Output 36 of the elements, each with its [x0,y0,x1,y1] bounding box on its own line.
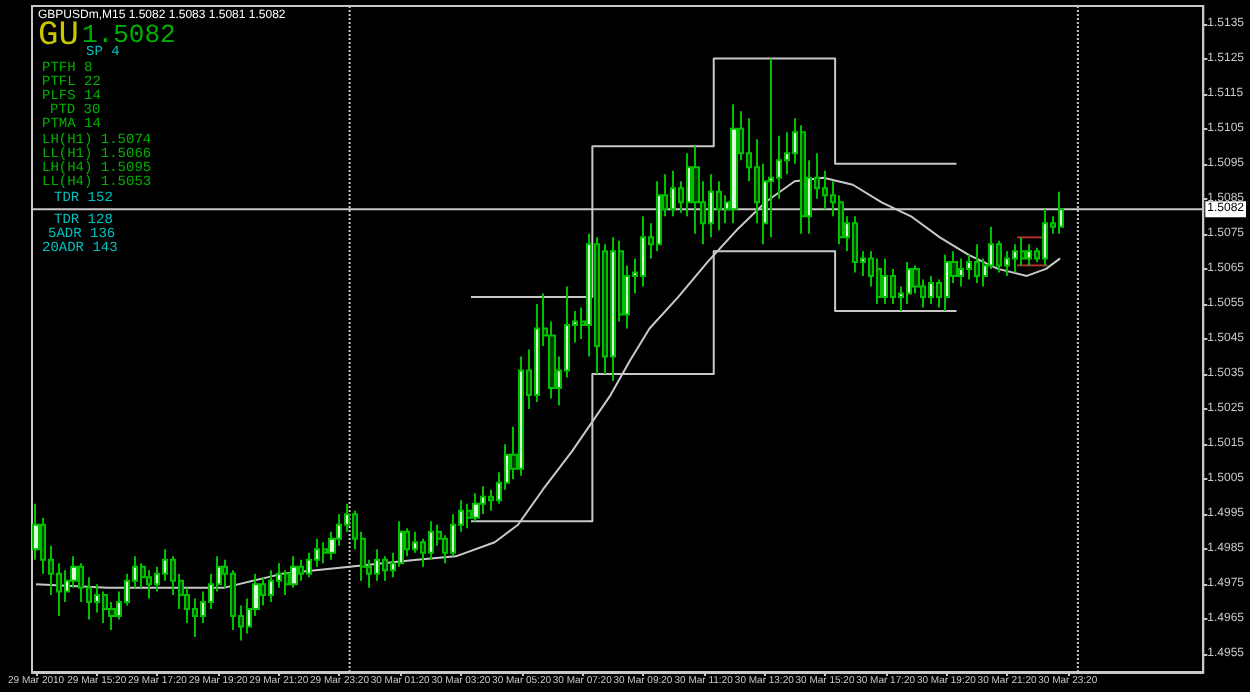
candlestick [1012,243,1018,274]
candlestick [716,180,722,232]
candlestick [1058,190,1064,235]
candlestick [1042,208,1048,267]
candlestick [298,558,304,582]
candlestick [602,243,608,376]
candlestick [428,520,434,561]
candlestick [382,555,388,582]
candlestick [800,124,806,235]
candlestick [906,260,912,305]
candlestick [290,555,298,589]
candlestick [730,103,738,225]
candlestick [146,569,152,600]
candlestick [268,569,274,603]
candlestick [480,485,486,516]
candlestick [928,274,934,305]
candlestick [374,548,380,582]
candlestick [640,215,646,288]
candlestick [594,236,600,376]
candlestick [768,57,774,239]
candlestick [974,243,980,284]
candlestick [944,253,950,312]
candlestick [958,257,964,288]
candlestick [472,492,480,523]
candlestick [708,173,714,239]
candlestick [882,257,888,305]
candlestick [670,169,676,218]
candlestick [102,590,108,624]
candlestick [876,257,882,305]
candlestick [518,355,524,477]
candlestick [610,236,616,383]
candlestick [1026,243,1032,267]
candlestick [852,215,858,274]
annotation: GU [38,18,79,56]
candlestick [656,180,662,253]
candlestick [1020,236,1026,267]
